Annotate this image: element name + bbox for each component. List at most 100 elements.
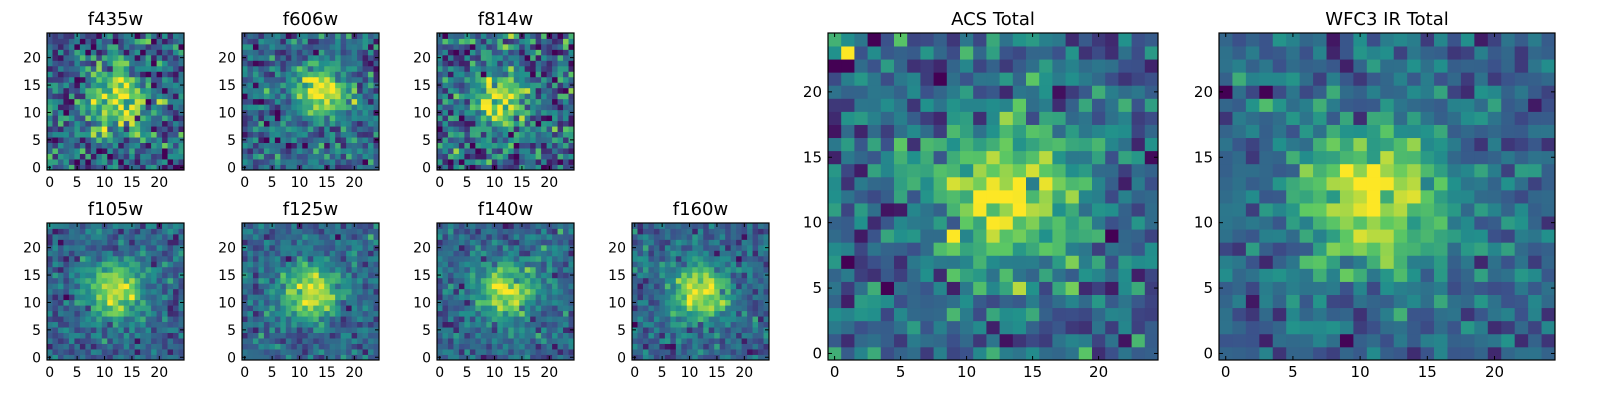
heatmap-cell (552, 338, 558, 344)
heatmap-cell (280, 82, 287, 89)
heatmap-cell (162, 109, 168, 116)
heatmap-cell (351, 93, 358, 100)
heatmap-cell (57, 60, 64, 67)
heatmap-cell (242, 310, 248, 317)
heatmap-cell (519, 65, 526, 72)
heatmap-cell (145, 233, 152, 240)
heatmap-cell (269, 60, 276, 67)
heatmap-cell (686, 310, 693, 317)
heatmap-cell (362, 60, 369, 67)
heatmap-cell (167, 250, 174, 257)
heatmap-cell (351, 332, 358, 339)
heatmap-cell (519, 60, 526, 67)
heatmap-cell (502, 60, 509, 67)
heatmap-cell (568, 277, 575, 284)
heatmap-cell (469, 109, 476, 116)
heatmap-cell (1039, 176, 1053, 191)
heatmap-cell (90, 65, 97, 72)
heatmap-cell (632, 321, 638, 328)
heatmap-cell (57, 305, 64, 312)
heatmap-cell (703, 310, 710, 317)
heatmap-cell (447, 33, 454, 39)
heatmap-cell (129, 349, 136, 355)
heatmap-cell (437, 126, 443, 133)
heatmap-cell (269, 332, 276, 339)
heatmap-cell (242, 294, 248, 301)
heatmap-cell (563, 277, 569, 284)
heatmap-cell (357, 137, 363, 143)
heatmap-cell (946, 346, 961, 361)
heatmap-cell (719, 283, 726, 290)
heatmap-cell (535, 294, 542, 301)
heatmap-cell (123, 349, 130, 355)
heatmap-cell (47, 294, 53, 301)
heatmap-cell (263, 82, 270, 89)
heatmap-cell (134, 33, 141, 39)
heatmap-cell (486, 338, 493, 344)
heatmap-cell (475, 261, 482, 268)
heatmap-cell (85, 233, 92, 240)
heatmap-cell (307, 87, 314, 94)
heatmap-cell (557, 310, 564, 317)
heatmap-cell (920, 268, 934, 282)
heatmap-cell (497, 54, 504, 61)
heatmap-cell (47, 104, 53, 111)
heatmap-cell (447, 316, 454, 323)
heatmap-cell (274, 332, 281, 339)
heatmap-cell (112, 159, 119, 165)
heatmap-cell (530, 228, 537, 235)
heatmap-cell (258, 87, 265, 94)
heatmap-cell (854, 203, 868, 217)
y-tick-label: 15 (218, 78, 236, 94)
heatmap-cell (464, 93, 471, 100)
heatmap-cell (280, 294, 287, 301)
heatmap-cell (346, 131, 352, 138)
heatmap-cell (173, 305, 179, 312)
heatmap-cell (502, 354, 509, 361)
heatmap-cell (519, 283, 526, 290)
heatmap-cell (68, 327, 75, 333)
heatmap-cell (519, 338, 526, 344)
heatmap-cell (280, 354, 287, 361)
heatmap-cell (758, 244, 764, 251)
heatmap-cell (442, 294, 449, 301)
heatmap-cell (90, 142, 97, 149)
heatmap-cell (697, 354, 704, 361)
heatmap-cell (263, 65, 270, 72)
heatmap-cell (664, 327, 671, 333)
heatmap-cell (357, 159, 363, 165)
heatmap-cell (269, 288, 276, 295)
heatmap-cell (491, 137, 498, 143)
heatmap-cell (57, 310, 64, 317)
heatmap-cell (85, 244, 92, 251)
x-tick-label: 15 (513, 175, 531, 191)
heatmap-cell (68, 283, 75, 290)
heatmap-cell (274, 277, 281, 284)
heatmap-cell (302, 239, 309, 246)
heatmap-cell (763, 233, 770, 240)
heatmap-cell (324, 261, 331, 268)
heatmap-cell (841, 294, 855, 309)
heatmap-cell (335, 43, 342, 50)
heatmap-cell (681, 299, 688, 306)
heatmap-cell (107, 310, 114, 317)
heatmap-cell (659, 332, 666, 339)
heatmap-cell (730, 338, 737, 344)
heatmap-cell (285, 343, 292, 350)
heatmap-cell (68, 159, 75, 165)
heatmap-cell (47, 321, 53, 328)
heatmap-cell (568, 159, 575, 165)
heatmap-cell (318, 305, 325, 312)
heatmap-cell (346, 153, 352, 160)
heatmap-cell (302, 126, 309, 133)
heatmap-cell (162, 131, 168, 138)
heatmap-cell (258, 261, 265, 268)
heatmap-cell (999, 346, 1014, 361)
heatmap-cell (247, 71, 254, 78)
heatmap-cell (258, 272, 265, 279)
heatmap-cell (447, 104, 454, 111)
heatmap-cell (178, 71, 185, 78)
heatmap-cell (90, 349, 97, 355)
heatmap-cell (535, 310, 542, 317)
heatmap-cell (475, 266, 482, 273)
